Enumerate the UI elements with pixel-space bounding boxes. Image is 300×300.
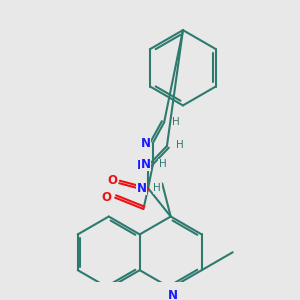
Text: H: H [153,183,161,193]
Text: N: N [168,290,178,300]
Text: N: N [137,159,147,172]
Text: N: N [141,136,151,150]
Text: H: H [172,117,180,127]
Text: N: N [141,158,151,171]
Text: H: H [159,159,167,169]
Text: H: H [176,140,184,149]
Text: O: O [102,191,112,204]
Text: N: N [137,182,147,195]
Text: O: O [107,174,117,187]
